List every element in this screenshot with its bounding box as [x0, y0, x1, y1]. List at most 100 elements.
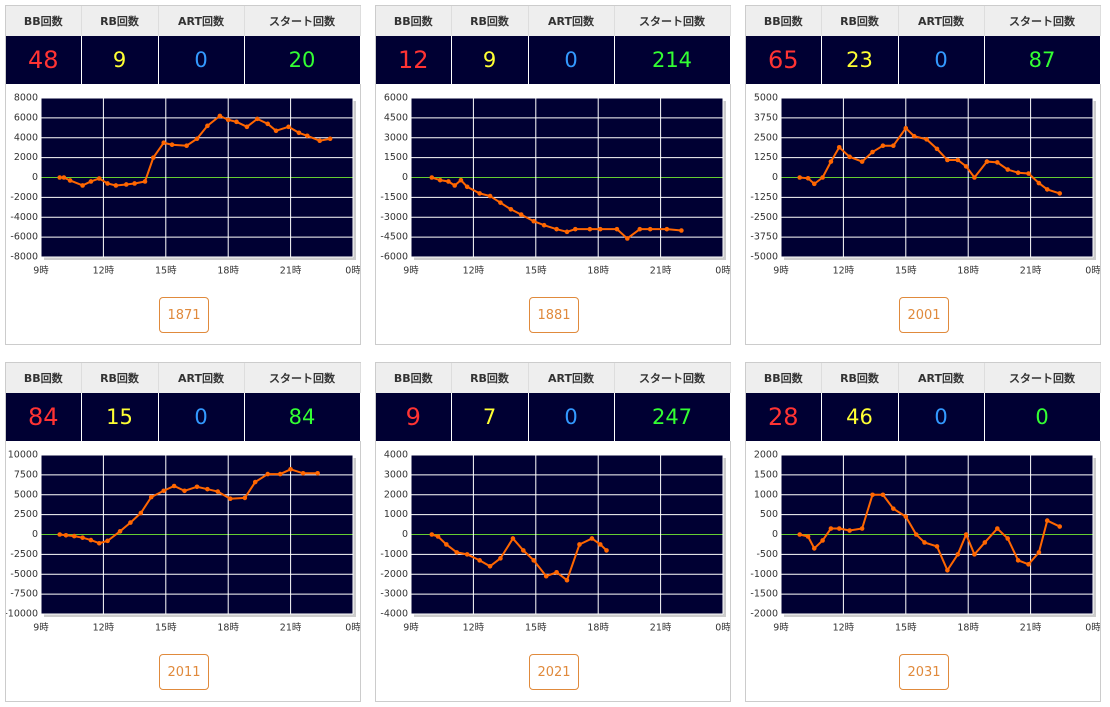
y-tick-label: 7500: [14, 469, 38, 480]
series-point: [836, 526, 842, 531]
number-button[interactable]: 2011: [159, 654, 209, 690]
y-tick-label: -3000: [380, 212, 408, 223]
x-tick-label: 12時: [463, 266, 485, 277]
series-point: [458, 177, 464, 183]
series-point: [1026, 562, 1031, 567]
series-point: [217, 113, 223, 119]
number-button[interactable]: 2001: [899, 297, 949, 333]
series-point: [924, 137, 929, 142]
chart: -4000 -3000 -2000 -1000 0 1000 2000 3000 4000 9時 1…: [380, 450, 730, 634]
panel: BB回数 RB回数 ART回数 スタート回数 9 7 0 247 2021 -4000 -3000-…: [375, 362, 731, 702]
series-point: [184, 143, 189, 148]
series-point: [244, 124, 250, 130]
y-tick-label: 3000: [384, 132, 408, 143]
header-cell: ART回数: [158, 363, 245, 393]
series-point: [273, 128, 279, 134]
value-row: 9 7 0 247: [376, 393, 731, 441]
x-tick-label: 21時: [280, 623, 302, 634]
series-point: [255, 116, 260, 122]
x-tick-label: 0時: [1085, 266, 1100, 277]
number-button[interactable]: 1871: [159, 297, 209, 333]
value-cell: 0: [158, 393, 245, 441]
series-point: [142, 179, 148, 184]
y-tick-label: 6000: [384, 93, 408, 104]
number-button[interactable]: 2031: [899, 654, 949, 690]
series-point: [88, 537, 94, 543]
x-tick-label: 15時: [155, 623, 177, 634]
y-tick-label: 5000: [14, 489, 38, 500]
y-tick-label: -1000: [380, 549, 408, 560]
y-tick-label: -4000: [380, 609, 408, 620]
series-point: [972, 175, 977, 180]
series-point: [625, 236, 630, 241]
y-tick-label: -5000: [750, 252, 778, 263]
y-tick-label: -7500: [10, 589, 38, 600]
series-point: [265, 121, 271, 127]
x-tick-label: 0時: [1085, 623, 1100, 634]
series-point: [296, 130, 302, 136]
series-point: [487, 193, 493, 199]
value-row: 48 9 0 20: [6, 36, 361, 84]
series-point: [518, 212, 524, 217]
series-point: [984, 159, 990, 164]
value-cell: 0: [984, 393, 1101, 441]
y-tick-label: -4000: [10, 212, 38, 223]
x-tick-label: 21時: [1020, 266, 1042, 277]
x-tick-label: 9時: [773, 266, 789, 277]
series-point: [317, 138, 323, 144]
series-point: [161, 488, 167, 494]
x-tick-label: 9時: [403, 266, 419, 277]
header-cell: ART回数: [898, 363, 985, 393]
series-point: [80, 183, 85, 188]
header-cell: スタート回数: [244, 6, 361, 36]
header-cell: BB回数: [6, 363, 82, 393]
x-tick-label: 9時: [773, 623, 789, 634]
series-point: [1036, 180, 1042, 186]
y-tick-label: 0: [402, 529, 408, 540]
series-point: [234, 119, 239, 125]
chart: -2000 -1500 -1000 -500 0 500 1000 1500 2000 9時 12時…: [750, 450, 1100, 634]
series-point: [477, 558, 482, 563]
series-point: [498, 556, 503, 561]
series-point: [1057, 524, 1063, 529]
y-tick-label: 8000: [14, 93, 38, 104]
header-cell: RB回数: [81, 363, 159, 393]
series-point: [679, 228, 684, 233]
series-point: [587, 226, 593, 232]
series-point: [859, 159, 865, 164]
y-tick-label: -2500: [750, 212, 778, 223]
series-point: [955, 552, 961, 557]
y-tick-label: 2000: [14, 152, 38, 163]
value-cell: 0: [158, 36, 245, 84]
header-cell: ART回数: [528, 363, 615, 393]
y-tick-label: 0: [772, 529, 778, 540]
x-tick-label: 18時: [587, 266, 609, 277]
series-point: [820, 538, 825, 543]
series-point: [429, 175, 435, 180]
series-point: [225, 117, 231, 123]
number-button[interactable]: 1881: [529, 297, 579, 333]
y-tick-label: 0: [32, 172, 38, 183]
series-point: [80, 535, 85, 540]
series-point: [891, 143, 896, 148]
header-cell: RB回数: [821, 6, 899, 36]
y-tick-label: -1000: [750, 569, 778, 580]
y-tick-label: -2000: [380, 569, 408, 580]
series-point: [205, 123, 210, 129]
series-point: [604, 548, 609, 553]
header-cell: ART回数: [898, 6, 985, 36]
series-point: [870, 149, 875, 155]
x-tick-label: 0時: [345, 623, 360, 634]
header-row: BB回数 RB回数 ART回数 スタート回数: [376, 6, 731, 36]
number-button[interactable]: 2021: [529, 654, 579, 690]
header-cell: BB回数: [376, 363, 452, 393]
series-point: [934, 544, 940, 549]
panel: BB回数 RB回数 ART回数 スタート回数 48 9 0 20 1871 -8000 -6000-…: [5, 5, 361, 345]
series-point: [1015, 170, 1021, 176]
series-point: [123, 182, 129, 187]
x-tick-label: 18時: [217, 266, 239, 277]
y-tick-label: 1250: [754, 152, 778, 163]
header-cell: スタート回数: [984, 6, 1101, 36]
series-point: [1044, 187, 1050, 192]
